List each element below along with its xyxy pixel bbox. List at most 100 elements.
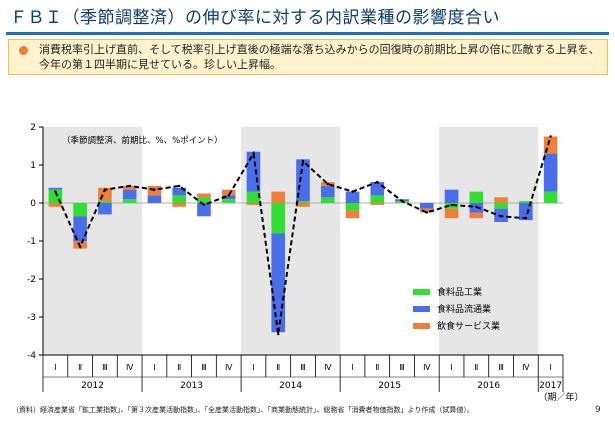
fbi-point-14: [400, 199, 404, 203]
bar-0-12: [345, 203, 360, 211]
quarter-label-20: Ⅰ: [549, 363, 551, 372]
bar-0-19: [519, 201, 533, 203]
source-footnote: （資料）経済産業省「鉱工業指数」、「第３次産業活動指数」、「全産業活動指数」、「…: [12, 406, 474, 414]
quarter-label-5: Ⅱ: [177, 363, 181, 372]
year-label-2012: 2012: [81, 381, 104, 391]
orange-bullet-icon: [19, 46, 28, 55]
fbi-point-5: [177, 184, 181, 188]
bar-0-7: [221, 199, 236, 203]
bar-1-15: [420, 203, 434, 209]
legend-swatch-2: [413, 323, 430, 329]
fbi-point-4: [153, 188, 156, 191]
bar-2-16: [444, 208, 459, 219]
y-tick-label-1: 1: [30, 161, 36, 171]
bar-0-18: [494, 203, 508, 209]
quarter-label-13: Ⅱ: [375, 363, 379, 372]
fbi-point-17: [475, 205, 478, 208]
bar-0-1: [73, 203, 87, 217]
quarter-label-8: Ⅰ: [252, 363, 254, 372]
quarter-label-0: Ⅰ: [54, 363, 56, 372]
fbi-point-1: [78, 245, 82, 248]
fbi-point-15: [425, 211, 429, 214]
year-label-2016: 2016: [477, 381, 500, 391]
legend-swatch-0: [413, 289, 430, 295]
year-shading: [43, 127, 539, 355]
fbi-point-19: [524, 217, 528, 220]
y-tick-label-4: -2: [27, 275, 36, 285]
y-tick-label-6: -4: [27, 351, 36, 361]
bar-0-9: [271, 203, 286, 234]
fbi-point-13: [376, 180, 379, 184]
fbi-point-20: [549, 135, 552, 138]
callout-text: 消費税率引上げ直前、そして税率引上げ直後の極端な落ち込みからの回復時の前期比上昇…: [39, 43, 600, 71]
y-tick-label-0: 2: [30, 123, 36, 133]
y-tick-label-5: -3: [27, 313, 36, 323]
fbi-point-9: [277, 332, 280, 336]
bar-1-9: [271, 233, 286, 333]
bar-0-17: [469, 191, 484, 203]
quarter-label-19: Ⅳ: [522, 363, 530, 372]
quarter-label-1: Ⅱ: [78, 363, 82, 372]
bar-2-7: [221, 189, 236, 196]
year-label-2015: 2015: [378, 381, 401, 391]
axes: 2 1 0 -1 -2 -3 -4 Ⅰ Ⅱ Ⅲ Ⅳ Ⅰ Ⅱ Ⅲ Ⅳ Ⅰ Ⅱ Ⅲ Ⅳ Ⅰ Ⅱ Ⅲ Ⅳ Ⅰ Ⅱ Ⅲ Ⅳ Ⅰ 2012 2013…: [27, 123, 583, 403]
bar-1-19: [519, 203, 533, 221]
quarter-label-15: Ⅳ: [423, 363, 431, 372]
bar-1-11: [320, 185, 335, 198]
bar-0-2: [98, 201, 112, 203]
fbi-point-8: [252, 152, 255, 155]
bar-0-10: [296, 201, 310, 203]
year-label-2013: 2013: [180, 381, 203, 391]
legend-label-0: 食料品工業: [437, 286, 482, 298]
bar-0-13: [370, 195, 385, 203]
y-tick-label-3: -1: [27, 237, 36, 247]
legend-swatch-1: [413, 306, 430, 312]
quarter-label-18: Ⅲ: [498, 363, 504, 372]
bar-2-10: [296, 203, 310, 207]
quarter-label-6: Ⅲ: [201, 363, 207, 372]
page-number: 9: [595, 405, 601, 415]
bar-1-2: [98, 203, 112, 215]
bar-2-12: [345, 210, 360, 219]
line-series: [54, 135, 552, 336]
year-label-2017: 2017: [539, 381, 562, 391]
bar-2-9: [271, 191, 286, 203]
quarter-label-17: Ⅱ: [474, 363, 478, 372]
fbi-point-12: [351, 190, 354, 193]
bar-1-5: [172, 187, 186, 196]
bar-1-12: [345, 191, 360, 203]
bar-2-17: [469, 212, 484, 219]
fbi-point-16: [450, 203, 453, 207]
bar-1-4: [147, 195, 162, 203]
shade-2016: [439, 127, 539, 355]
x-axis-title: （期／年）: [538, 391, 583, 403]
quarter-label-14: Ⅲ: [399, 363, 405, 372]
bar-2-13: [370, 203, 385, 205]
bar-1-6: [197, 203, 211, 217]
fbi-point-7: [227, 194, 230, 197]
bar-1-3: [122, 189, 137, 200]
legend-label-2: 飲食サービス業: [437, 320, 500, 332]
fbi-point-10: [301, 160, 305, 163]
bar-1-16: [444, 189, 459, 203]
bar-2-18: [494, 197, 508, 203]
bars: [48, 136, 558, 333]
slide-title: ＦＢＩ（季節調整済）の伸び率に対する内訳業種の影響度合い: [10, 8, 500, 28]
bar-0-5: [172, 195, 186, 203]
bar-1-0: [48, 187, 63, 190]
bar-2-8: [246, 203, 261, 205]
fbi-point-6: [202, 203, 206, 207]
bar-2-0: [48, 203, 63, 207]
bar-1-7: [221, 195, 236, 200]
bar-2-5: [172, 203, 186, 207]
quarter-label-9: Ⅱ: [276, 363, 280, 372]
quarter-label-4: Ⅰ: [153, 363, 155, 372]
fbi-point-2: [103, 188, 107, 191]
quarter-label-2: Ⅲ: [102, 363, 108, 372]
quarter-label-12: Ⅰ: [351, 363, 353, 372]
quarter-label-11: Ⅳ: [324, 363, 332, 372]
bar-0-11: [320, 197, 335, 203]
